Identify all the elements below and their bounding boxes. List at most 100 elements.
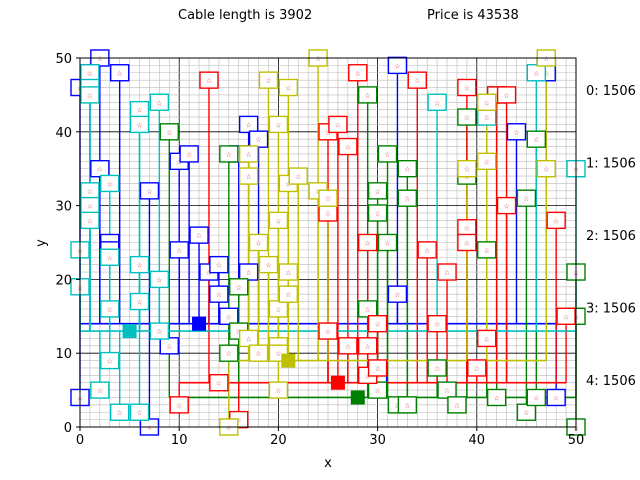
node-cyan: ☆ <box>90 381 110 399</box>
node-box <box>149 93 170 111</box>
node-star-icon: ☆ <box>374 387 380 395</box>
node-box <box>139 182 160 200</box>
node-red: ☆ <box>328 115 348 134</box>
node-box <box>238 167 259 185</box>
node-box <box>536 159 556 178</box>
node-star-icon: ☆ <box>285 291 291 299</box>
node-green: ☆ <box>367 381 388 399</box>
node-star-icon: ☆ <box>523 409 529 417</box>
right-label: 4: 1506 <box>586 374 636 389</box>
node-cyan: ☆ <box>129 292 150 311</box>
node-green: ☆ <box>219 344 239 362</box>
node-green: ☆ <box>357 300 378 318</box>
node-box <box>278 263 299 281</box>
node-yellow: ☆ <box>238 329 259 348</box>
node-box <box>149 270 170 289</box>
node-star-icon: ☆ <box>245 151 251 159</box>
node-star-icon: ☆ <box>186 151 192 159</box>
node-star-icon: ☆ <box>107 358 113 366</box>
node-box <box>248 130 269 148</box>
node-box <box>546 388 566 407</box>
node-red: ☆ <box>357 233 378 252</box>
node-markers: ☆ ☆ ☆ ☆ ☆ ☆ ☆ ☆ ☆ ☆ ☆ ☆ ☆ ☆ ☆ ☆ ☆ ☆ ☆ ☆ ☆ ☆ ☆ ☆ ☆ ☆ ☆ ☆ ☆ ☆ ☆ ☆ ☆ ☆ ☆ ☆ ☆ ☆ ☆ ☆… <box>70 49 586 436</box>
node-star-icon: ☆ <box>325 210 331 218</box>
node-star-icon: ☆ <box>404 166 410 174</box>
node-star-icon: ☆ <box>107 254 113 262</box>
node-yellow: ☆ <box>278 78 299 97</box>
node-star-icon: ☆ <box>245 335 251 343</box>
hub-yellow <box>281 353 296 368</box>
node-box <box>486 388 507 407</box>
node-star-icon: ☆ <box>87 70 93 78</box>
node-box <box>367 204 388 222</box>
node-star-icon: ☆ <box>374 365 380 373</box>
node-green: ☆ <box>219 145 239 163</box>
node-star-icon: ☆ <box>394 402 400 410</box>
axes <box>79 57 577 428</box>
node-box <box>80 211 100 230</box>
node-star-icon: ☆ <box>365 343 371 351</box>
node-red: ☆ <box>496 86 517 104</box>
node-cyan: ☆ <box>477 108 497 126</box>
node-star-icon: ☆ <box>384 240 390 248</box>
node-star-icon: ☆ <box>117 70 123 78</box>
node-star-icon: ☆ <box>285 85 291 93</box>
node-star-icon: ☆ <box>345 144 351 152</box>
node-red: ☆ <box>367 359 388 377</box>
node-cyan: ☆ <box>129 255 150 274</box>
node-star-icon: ☆ <box>503 203 509 211</box>
x-tick-label: 40 <box>469 433 486 448</box>
node-box <box>427 93 447 111</box>
right-labels: 0: 1506 1: 1506 2: 1506 3: 1506 4: 1506 <box>586 84 636 389</box>
node-box <box>90 159 110 178</box>
node-box <box>109 403 130 421</box>
y-axis-label: y <box>34 239 49 247</box>
node-star-icon: ☆ <box>315 55 321 63</box>
node-star-icon: ☆ <box>493 394 499 402</box>
node-box <box>80 86 100 104</box>
node-box <box>258 71 279 89</box>
y-tick-label: 40 <box>55 126 72 141</box>
node-box <box>367 314 388 333</box>
node-star-icon: ☆ <box>523 195 529 203</box>
node-red: ☆ <box>367 314 388 333</box>
node-star-icon: ☆ <box>484 114 490 122</box>
node-star-icon: ☆ <box>454 402 460 410</box>
node-star-icon: ☆ <box>245 121 251 129</box>
node-box <box>477 241 497 259</box>
node-cyan: ☆ <box>129 100 150 119</box>
node-star-icon: ☆ <box>87 188 93 196</box>
node-box <box>516 189 537 207</box>
node-box <box>209 285 229 303</box>
node-box <box>100 248 120 266</box>
node-box <box>397 159 418 178</box>
node-box <box>189 226 209 244</box>
node-box <box>338 337 358 355</box>
node-box <box>248 344 269 362</box>
node-star-icon: ☆ <box>404 402 410 410</box>
node-star-icon: ☆ <box>275 306 281 314</box>
node-cyan: ☆ <box>149 270 170 289</box>
node-cyan: ☆ <box>80 211 100 230</box>
node-star-icon: ☆ <box>146 424 152 432</box>
node-star-icon: ☆ <box>484 247 490 255</box>
node-yellow: ☆ <box>477 93 497 111</box>
node-star-icon: ☆ <box>255 136 261 144</box>
node-box <box>526 130 547 148</box>
node-red: ☆ <box>496 196 517 215</box>
node-box <box>477 329 497 348</box>
node-green: ☆ <box>357 86 378 104</box>
node-box <box>437 263 457 281</box>
node-star-icon: ☆ <box>245 173 251 181</box>
node-box <box>219 344 239 362</box>
node-blue: ☆ <box>179 145 199 163</box>
node-yellow: ☆ <box>248 233 269 252</box>
price-title: Price is 43538 <box>427 8 519 23</box>
node-star-icon: ☆ <box>365 306 371 314</box>
node-red: ☆ <box>457 78 477 97</box>
node-star-icon: ☆ <box>384 151 390 159</box>
y-tick-label: 50 <box>55 52 72 67</box>
node-star-icon: ☆ <box>107 180 113 188</box>
node-cyan: ☆ <box>427 93 447 111</box>
node-yellow: ☆ <box>278 263 299 281</box>
